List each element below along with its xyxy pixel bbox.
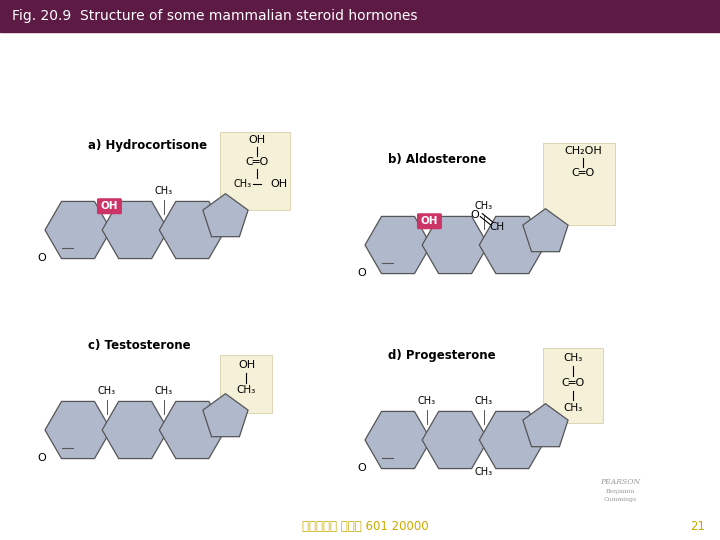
Text: CH: CH <box>490 221 505 232</box>
FancyBboxPatch shape <box>417 213 442 230</box>
Polygon shape <box>159 401 225 458</box>
Text: O: O <box>470 210 479 220</box>
Text: CH₃: CH₃ <box>564 403 583 413</box>
Text: CH₃: CH₃ <box>474 396 492 406</box>
Text: OH: OH <box>420 216 438 226</box>
Text: OH: OH <box>248 136 266 145</box>
Polygon shape <box>480 217 545 274</box>
Polygon shape <box>203 394 248 437</box>
Polygon shape <box>365 411 431 469</box>
Text: 台大農藝系 遺傳學 601 20000: 台大農藝系 遺傳學 601 20000 <box>302 519 428 532</box>
Text: O: O <box>357 268 366 278</box>
Text: OH: OH <box>271 179 288 190</box>
Text: CH₃: CH₃ <box>474 201 492 211</box>
Text: a) Hydrocortisone: a) Hydrocortisone <box>88 138 207 152</box>
FancyBboxPatch shape <box>544 348 603 423</box>
Text: CH₃: CH₃ <box>474 467 492 477</box>
Polygon shape <box>422 217 488 274</box>
Polygon shape <box>523 208 568 252</box>
FancyBboxPatch shape <box>220 355 272 413</box>
Text: CH₂OH: CH₂OH <box>564 146 602 157</box>
Text: OH: OH <box>238 360 255 370</box>
Text: CH₃: CH₃ <box>97 386 116 396</box>
Polygon shape <box>203 194 248 237</box>
Text: b) Aldosterone: b) Aldosterone <box>388 153 486 166</box>
Polygon shape <box>365 217 431 274</box>
Text: CH₃: CH₃ <box>155 386 173 396</box>
Text: CH₃: CH₃ <box>155 186 173 195</box>
Text: Benjamin: Benjamin <box>606 489 635 495</box>
Text: O: O <box>37 453 46 463</box>
Polygon shape <box>422 411 488 469</box>
Text: Fig. 20.9  Structure of some mammalian steroid hormones: Fig. 20.9 Structure of some mammalian st… <box>12 9 418 23</box>
Text: C═O: C═O <box>562 377 585 388</box>
Text: C═O: C═O <box>246 157 269 167</box>
Polygon shape <box>102 401 168 458</box>
Text: OH: OH <box>101 201 118 211</box>
Text: c) Testosterone: c) Testosterone <box>88 339 191 352</box>
Text: d) Progesterone: d) Progesterone <box>388 348 495 361</box>
Text: CH₃: CH₃ <box>418 396 436 406</box>
Text: PEARSON: PEARSON <box>600 478 640 486</box>
Text: O: O <box>37 253 46 263</box>
Bar <box>0 0 720 32</box>
FancyBboxPatch shape <box>97 198 122 214</box>
Text: Cummings: Cummings <box>603 496 636 502</box>
Text: CH₃: CH₃ <box>564 353 583 363</box>
Text: CH₃: CH₃ <box>234 179 252 190</box>
Text: CH₃: CH₃ <box>237 384 256 395</box>
Polygon shape <box>480 411 545 469</box>
Polygon shape <box>45 201 111 259</box>
FancyBboxPatch shape <box>220 132 290 211</box>
Polygon shape <box>523 404 568 447</box>
Polygon shape <box>159 201 225 259</box>
Text: C═O: C═O <box>572 168 595 178</box>
Text: O: O <box>357 463 366 473</box>
Text: 21: 21 <box>690 519 705 532</box>
FancyBboxPatch shape <box>544 143 616 225</box>
Polygon shape <box>45 401 111 458</box>
Polygon shape <box>102 201 168 259</box>
